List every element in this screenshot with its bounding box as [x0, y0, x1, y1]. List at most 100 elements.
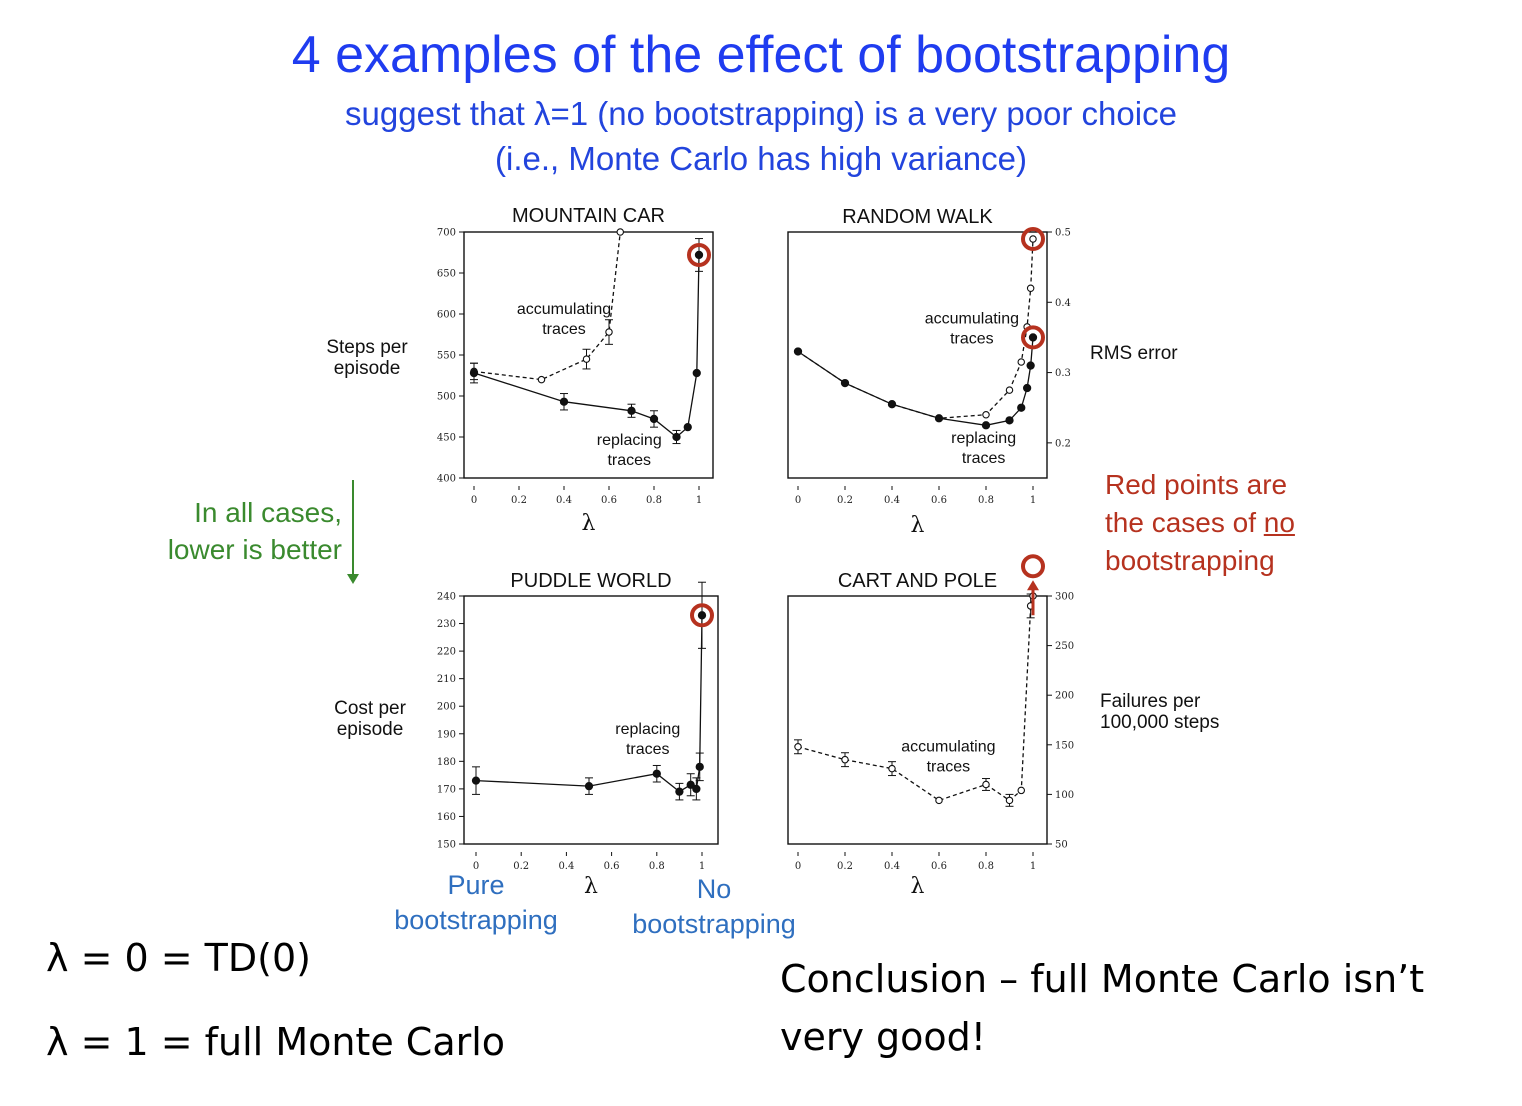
y-axis-label: episode	[334, 358, 401, 379]
y-tick-label: 170	[437, 784, 456, 795]
data-point	[1017, 403, 1026, 412]
x-tick-label: 0	[795, 495, 801, 506]
slide-subtitle-line2: (i.e., Monte Carlo has high variance)	[495, 140, 1027, 177]
td0-equation: λ = 0 = TD(0)	[46, 936, 311, 980]
y-tick-label: 500	[437, 392, 456, 403]
data-point	[840, 378, 850, 388]
series-accumulating-traces	[794, 592, 1037, 807]
y-tick-label: 650	[437, 269, 456, 280]
series-replacing-traces	[793, 333, 1038, 430]
pure-label-line2: bootstrapping	[394, 905, 558, 935]
y-tick-label: 250	[1055, 641, 1074, 652]
y-tick-label: 150	[437, 840, 456, 851]
data-point	[1005, 386, 1014, 394]
y-tick-label: 210	[437, 674, 456, 685]
x-tick-label: 1	[699, 861, 705, 872]
no-bootstrapping-highlight	[1021, 227, 1045, 252]
x-tick-label: 0.6	[601, 495, 617, 506]
data-point	[692, 784, 701, 794]
data-point	[1005, 796, 1014, 805]
x-tick-label: 0.4	[556, 495, 572, 506]
red-note-line2-text: the cases of	[1105, 507, 1264, 538]
series-annotation: traces	[950, 330, 994, 347]
series-annotation: traces	[542, 321, 586, 338]
x-tick-label: 0.2	[837, 495, 853, 506]
data-point	[982, 780, 990, 789]
series-replacing-traces	[471, 581, 707, 801]
data-point	[605, 328, 613, 336]
x-tick-label: 1	[1030, 495, 1036, 506]
y-tick-label: 230	[437, 619, 456, 630]
chart-title: MOUNTAIN CAR	[512, 205, 665, 227]
monte-carlo-equation: λ = 1 = full Monte Carlo	[46, 1020, 506, 1064]
x-axis-label: λ	[911, 874, 925, 899]
data-point	[695, 762, 704, 771]
data-point	[692, 368, 701, 378]
data-point	[935, 796, 943, 805]
y-axis-label: RMS error	[1090, 343, 1178, 364]
x-axis-label: λ	[911, 513, 925, 538]
y-tick-label: 200	[1055, 691, 1074, 702]
y-tick-label: 600	[437, 310, 456, 321]
series-accumulating-traces	[794, 235, 1037, 423]
slide-subtitle-line1: suggest that λ=1 (no bootstrapping) is a…	[345, 95, 1177, 132]
lower-is-better-line2: lower is better	[167, 534, 342, 565]
pure-label-line1: Pure	[447, 870, 505, 900]
x-tick-label: 0	[471, 495, 477, 506]
series-annotation: traces	[607, 452, 651, 469]
data-point	[627, 406, 636, 415]
y-tick-label: 0.2	[1055, 438, 1071, 449]
conclusion-text: Conclusion – full Monte Carlo isn’t very…	[780, 957, 1425, 1059]
series-annotation: replacing	[951, 430, 1016, 447]
plot-frame	[463, 595, 719, 845]
y-tick-label: 50	[1055, 840, 1068, 851]
series-annotation: accumulating	[517, 301, 611, 318]
x-tick-label: 0.6	[931, 861, 947, 872]
data-point	[1028, 333, 1038, 342]
series-annotation: traces	[626, 741, 670, 758]
data-point	[616, 228, 624, 236]
x-tick-label: 0.2	[511, 495, 527, 506]
data-point	[982, 410, 990, 419]
x-tick-label: 0.4	[884, 861, 900, 872]
series-annotation: accumulating	[925, 310, 1019, 327]
data-point	[582, 355, 591, 363]
y-tick-label: 700	[437, 228, 456, 239]
series-line	[797, 595, 1034, 802]
y-tick-label: 550	[437, 351, 456, 362]
y-tick-label: 160	[437, 812, 456, 823]
chart-title: CART AND POLE	[838, 570, 997, 592]
y-tick-label: 150	[1055, 740, 1074, 751]
y-axis-label: 100,000 steps	[1100, 712, 1219, 733]
y-tick-label: 0.4	[1055, 298, 1071, 309]
no-bootstrapping-highlight	[687, 242, 711, 267]
y-tick-label: 190	[437, 729, 456, 740]
data-point	[981, 421, 991, 430]
data-point	[471, 776, 481, 785]
y-tick-label: 180	[437, 757, 456, 768]
lower-is-better-note: In all cases, lower is better	[168, 494, 342, 568]
no-bootstrapping-highlight	[1021, 325, 1045, 350]
slide-title: 4 examples of the effect of bootstrappin…	[291, 26, 1231, 84]
red-note-line1: Red points are	[1105, 469, 1288, 500]
data-point	[697, 611, 707, 620]
x-tick-label: 0.6	[604, 861, 620, 872]
no-label-line2: bootstrapping	[632, 909, 796, 939]
series-annotation: traces	[962, 450, 1006, 467]
chart-panel-3: PUDDLE WORLD 0 0.2 0.4 0.6 0.8 1 150 160 170 180 19…	[334, 570, 719, 899]
x-tick-label: 1	[1030, 861, 1036, 872]
series-annotation: traces	[927, 759, 971, 776]
data-point	[793, 347, 803, 356]
series-annotation: replacing	[597, 432, 662, 449]
y-tick-label: 220	[437, 647, 456, 658]
red-arrow-icon	[1027, 580, 1039, 591]
data-point	[888, 764, 896, 773]
x-tick-label: 0.2	[837, 861, 853, 872]
data-point	[794, 743, 802, 751]
red-points-note: Red points are the cases of no bootstrap…	[1105, 466, 1295, 580]
no-bootstrapping-label: No bootstrapping	[614, 872, 814, 942]
chart-title: RANDOM WALK	[842, 206, 993, 228]
x-tick-label: 0.2	[513, 861, 529, 872]
chart-panel-1: MOUNTAIN CAR 0 0.2 0.4 0.6 0.8 1 400 450 500 550 60…	[326, 205, 714, 536]
down-arrow-icon	[347, 574, 359, 584]
